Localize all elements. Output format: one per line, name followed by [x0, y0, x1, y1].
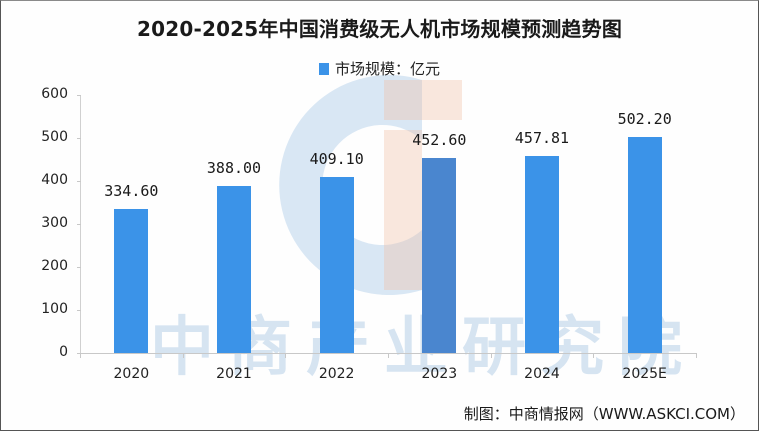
bar-value-label: 388.00 — [206, 159, 262, 178]
y-tick-mark — [77, 138, 81, 139]
x-tick-mark — [696, 353, 697, 358]
x-tick-mark — [490, 353, 492, 358]
bar-value-label: 457.81 — [514, 129, 570, 148]
y-tick-mark — [77, 181, 81, 182]
bar-2022 — [319, 177, 354, 353]
y-tick-label: 200 — [41, 258, 68, 274]
x-tick-mark — [80, 353, 81, 358]
bar-2023 — [422, 158, 457, 353]
watermark-logo-icon — [279, 75, 462, 295]
legend-label: 市场规模：亿元 — [334, 60, 440, 78]
bar-value-label: 452.60 — [412, 131, 467, 150]
y-tick-label: 100 — [41, 301, 68, 317]
x-tick-mark — [182, 353, 184, 358]
y-tick-mark — [77, 310, 81, 311]
bar-2021 — [217, 186, 251, 353]
bar-value-label: 334.60 — [104, 182, 159, 201]
chart-title: 2020-2025年中国消费级无人机市场规模预测趋势图 — [136, 17, 623, 41]
y-tick-mark — [77, 95, 81, 96]
x-tick-mark — [593, 353, 595, 358]
bar-value-label: 502.20 — [617, 110, 672, 129]
y-tick-label: 500 — [41, 129, 68, 145]
y-tick-mark — [77, 267, 81, 268]
source-credit: 制图：中商情报网（WWW.ASKCI.COM） — [463, 405, 745, 423]
x-tick-mark — [388, 353, 389, 358]
x-tick-label: 2020 — [113, 366, 150, 382]
y-tick-mark — [77, 224, 81, 225]
y-tick-label: 600 — [41, 86, 68, 102]
y-tick-label: 400 — [41, 172, 68, 188]
x-tick-label: 2025E — [622, 366, 667, 382]
bar-2024 — [525, 156, 559, 353]
x-tick-label: 2021 — [216, 366, 252, 382]
legend-swatch — [318, 63, 329, 75]
y-tick-label: 0 — [59, 344, 68, 360]
bar-value-label: 409.10 — [309, 150, 364, 169]
legend: 市场规模：亿元 — [0, 58, 759, 79]
x-tick-mark — [285, 353, 287, 358]
bar-2020 — [114, 209, 149, 353]
x-tick-label: 2024 — [524, 366, 560, 382]
x-tick-label: 2023 — [421, 366, 458, 382]
bar-2025E — [627, 137, 662, 353]
y-tick-label: 300 — [41, 215, 68, 231]
x-tick-label: 2022 — [318, 366, 355, 382]
y-tick-mark — [77, 353, 81, 354]
